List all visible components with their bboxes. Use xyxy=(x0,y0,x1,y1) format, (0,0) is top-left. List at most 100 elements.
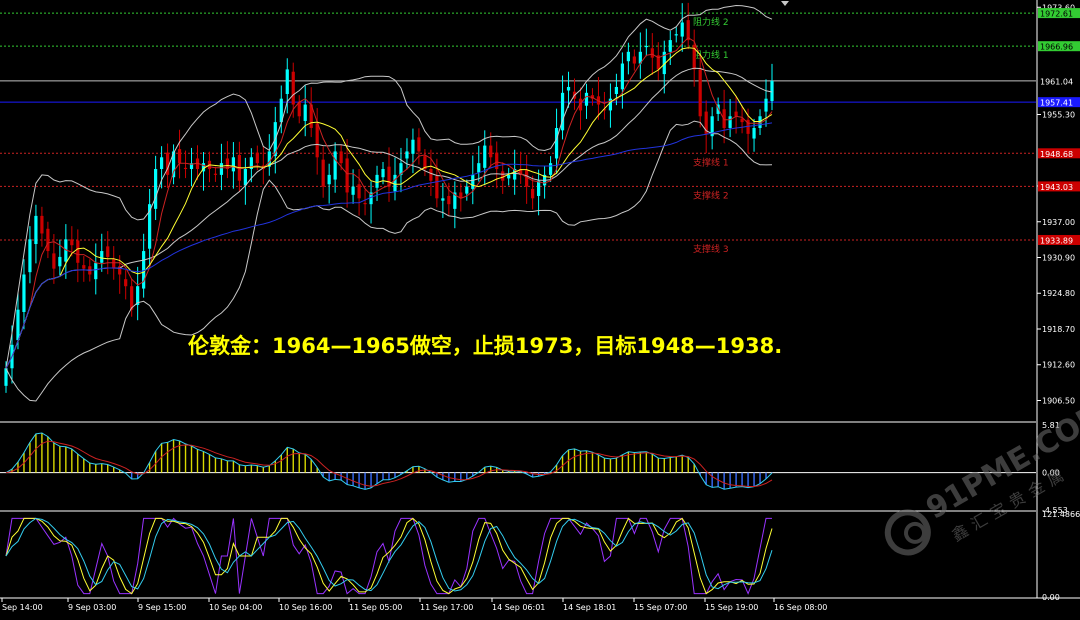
candle-body xyxy=(644,45,648,48)
candle-body xyxy=(130,286,134,310)
candle-body xyxy=(118,266,122,275)
candle-body xyxy=(183,167,188,170)
time-tick-label: Sep 14:00 xyxy=(2,603,43,612)
candle-body xyxy=(519,169,523,175)
time-tick-label: 11 Sep 05:00 xyxy=(349,603,402,612)
level-price-label: 1948.68 xyxy=(1040,150,1073,159)
level-price-box xyxy=(1038,75,1080,86)
price-tick-label: 1918.70 xyxy=(1042,325,1075,334)
level-price-label: 1943.03 xyxy=(1040,183,1073,192)
candle-body xyxy=(387,166,391,187)
candle-body xyxy=(447,195,451,205)
candle-body xyxy=(243,169,247,186)
trade-annotation: 伦敦金：1964—1965做空，止损1973，目标1948—1938. xyxy=(188,334,783,358)
candle-body xyxy=(548,163,553,175)
osc-tick-label: 121.4866 xyxy=(1042,510,1080,519)
candle-body xyxy=(106,246,110,257)
candle-body xyxy=(525,170,529,187)
candle-body xyxy=(554,127,559,159)
candle-body xyxy=(459,192,463,199)
osc-tick-label: 0.00 xyxy=(1042,593,1060,602)
level-price-label: 1972.61 xyxy=(1040,10,1073,19)
candle-body xyxy=(620,63,624,90)
candle-body xyxy=(58,256,62,267)
candle-body xyxy=(602,109,607,111)
candle-body xyxy=(752,127,756,139)
candle-body xyxy=(94,262,98,280)
candle-body xyxy=(770,81,774,102)
candle-body xyxy=(315,123,319,158)
candle-body xyxy=(363,203,367,205)
candle-body xyxy=(608,98,613,111)
candle-body xyxy=(100,251,104,263)
bollinger-lower xyxy=(5,120,773,402)
macd-line xyxy=(5,432,773,490)
candle-body xyxy=(321,159,325,187)
candle-body xyxy=(435,176,439,199)
candle-body xyxy=(698,69,702,117)
level-name: 阻力线 2 xyxy=(693,16,729,28)
time-tick-label: 15 Sep 07:00 xyxy=(634,603,687,612)
candle-body xyxy=(195,158,200,170)
candle-body xyxy=(297,102,301,117)
candle-body xyxy=(225,158,230,170)
ma-slow-line xyxy=(5,47,773,369)
candle-body xyxy=(213,173,218,175)
candle-body xyxy=(381,169,385,178)
candle-body xyxy=(231,157,236,172)
candle-body xyxy=(710,116,714,137)
candle-body xyxy=(4,368,8,386)
level-price-label: 1961.04 xyxy=(1040,77,1073,86)
level-name: 支撑线 1 xyxy=(693,156,729,168)
time-tick-label: 14 Sep 18:01 xyxy=(563,603,616,612)
level-price-label: 1957.41 xyxy=(1040,99,1073,108)
candle-body xyxy=(171,151,176,178)
candle-body xyxy=(614,86,619,95)
candle-body xyxy=(626,51,630,62)
candle-body xyxy=(740,118,744,123)
time-tick-label: 9 Sep 03:00 xyxy=(68,603,116,612)
price-tick-label: 1930.90 xyxy=(1042,254,1075,263)
ma-fast-line xyxy=(5,37,773,369)
candle-body xyxy=(722,109,726,128)
candle-body xyxy=(339,151,343,164)
candle-body xyxy=(219,163,224,175)
candle-body xyxy=(674,34,678,36)
level-name: 支撑线 2 xyxy=(693,189,729,201)
candle-body xyxy=(632,56,636,64)
candle-body xyxy=(327,174,331,185)
price-tick-label: 1955.30 xyxy=(1042,111,1075,120)
candle-body xyxy=(136,286,140,305)
level-price-label: 1966.96 xyxy=(1040,43,1073,52)
candle-body xyxy=(357,184,361,199)
candle-body xyxy=(165,152,170,175)
candle-body xyxy=(40,215,44,234)
candle-body xyxy=(159,157,164,170)
level-price-box xyxy=(1038,148,1080,159)
macd-tick-label: 0.00 xyxy=(1042,469,1060,478)
candle-body xyxy=(64,239,68,262)
candle-body xyxy=(662,51,666,75)
candle-body xyxy=(423,156,427,170)
level-price-box xyxy=(1038,181,1080,192)
candle-body xyxy=(483,145,487,168)
candle-body xyxy=(471,174,475,189)
candle-body xyxy=(501,171,505,181)
candle-body xyxy=(590,95,595,99)
candle-body xyxy=(375,174,379,188)
time-tick-label: 9 Sep 15:00 xyxy=(138,603,186,612)
time-tick-label: 11 Sep 17:00 xyxy=(420,603,473,612)
candle-body xyxy=(201,163,206,172)
time-tick-label: 14 Sep 06:01 xyxy=(492,603,545,612)
osc-line-3 xyxy=(5,517,773,592)
candle-body xyxy=(507,174,511,179)
candle-body xyxy=(279,98,283,123)
time-tick-label: 16 Sep 08:00 xyxy=(774,603,827,612)
candle-body xyxy=(34,215,38,245)
candle-body xyxy=(154,169,158,209)
candle-body xyxy=(692,44,696,70)
candle-body xyxy=(28,239,32,273)
level-price-box xyxy=(1038,97,1080,108)
